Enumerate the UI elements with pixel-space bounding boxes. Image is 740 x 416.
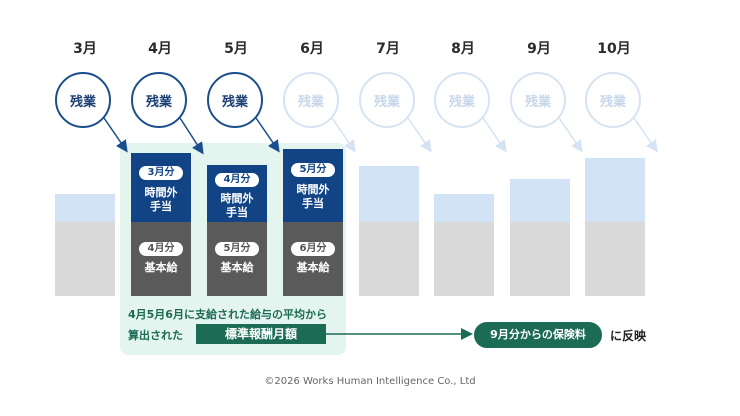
calculation-caption-line2: 算出された: [128, 329, 183, 342]
copyright: ©2026 Works Human Intelligence Co., Ltd: [264, 376, 476, 387]
bar-3-base: [55, 222, 115, 296]
overtime-bubble-3: 残業: [55, 72, 111, 128]
bar-7-base: [359, 222, 419, 296]
overtime-bubble-6: 残業: [283, 72, 339, 128]
bar-10-overtime: [585, 158, 645, 222]
premium-from-september-pill: 9月分からの保険料: [474, 322, 602, 348]
bar-4-overtime-period: 3月分: [139, 166, 183, 180]
bar-4-overtime-label-2: 手当: [150, 200, 172, 213]
bar-4-base-label: 基本給: [144, 261, 178, 274]
bar-6-overtime-label-1: 時間外: [296, 183, 330, 196]
month-label-6: 6月: [300, 41, 324, 57]
overtime-bubble-7: 残業: [359, 72, 415, 128]
month-label-4: 4月: [148, 41, 172, 57]
bar-10-base: [585, 222, 645, 296]
bar-5-base-period: 5月分: [215, 242, 259, 256]
bar-3-overtime: [55, 194, 115, 222]
overtime-bubble-10: 残業: [585, 72, 641, 128]
month-label-7: 7月: [376, 41, 400, 57]
bar-8-base: [434, 222, 494, 296]
bar-9-base: [510, 222, 570, 296]
bar-6-overtime-label-2: 手当: [302, 197, 324, 210]
bar-5-overtime-period: 4月分: [215, 173, 259, 187]
month-label-3: 3月: [73, 41, 97, 57]
bar-4-base: [131, 222, 191, 296]
overtime-bubble-4: 残業: [131, 72, 187, 128]
overtime-bubble-5: 残業: [207, 72, 263, 128]
bar-9-overtime: [510, 179, 570, 222]
month-label-9: 9月: [527, 41, 551, 57]
standard-remuneration-box: 標準報酬月額: [196, 324, 326, 344]
overtime-bubble-9: 残業: [510, 72, 566, 128]
bar-5-overtime-label-2: 手当: [226, 206, 248, 219]
bar-6-base-label: 基本給: [296, 261, 330, 274]
month-label-10: 10月: [597, 41, 631, 57]
bar-5-base-label: 基本給: [220, 261, 254, 274]
bar-4-base-period: 4月分: [139, 242, 183, 256]
overtime-bubble-8: 残業: [434, 72, 490, 128]
bar-6-base: [283, 222, 343, 296]
reflect-label: に反映: [610, 329, 647, 343]
bar-8-overtime: [434, 194, 494, 222]
month-label-5: 5月: [224, 41, 248, 57]
bar-6-overtime-period: 5月分: [291, 163, 335, 177]
bar-5-overtime-label-1: 時間外: [220, 192, 254, 205]
calculation-caption-line1: 4月5月6月に支給された給与の平均から: [128, 308, 327, 321]
bar-7-overtime: [359, 166, 419, 222]
bar-4-overtime: [131, 153, 191, 222]
bar-6-overtime: [283, 149, 343, 222]
bar-4-overtime-label-1: 時間外: [144, 186, 178, 199]
bar-5-base: [207, 222, 267, 296]
bar-6-base-period: 6月分: [291, 242, 335, 256]
month-label-8: 8月: [451, 41, 475, 57]
